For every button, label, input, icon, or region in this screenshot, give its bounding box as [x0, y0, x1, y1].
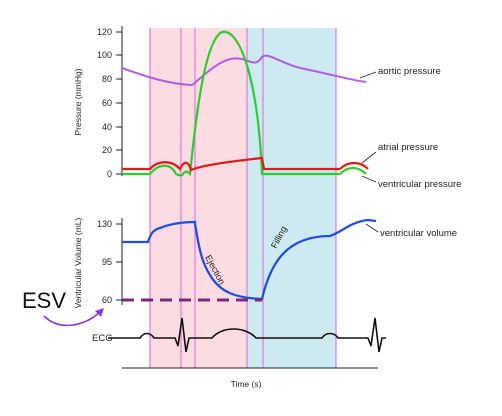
ventricular-pressure-leader: [361, 175, 377, 183]
esv-arrowhead-icon: [95, 308, 104, 317]
pressure-axis: 120 100 80 60 40 20 0 Pressure (mmHg): [73, 26, 123, 179]
pressure-tick-120: 120: [97, 27, 112, 37]
volume-tick-95: 95: [102, 257, 112, 267]
atrial-pressure-leader: [361, 151, 377, 164]
aortic-pressure-leader: [359, 71, 377, 79]
aortic-pressure-label: aortic pressure: [378, 66, 441, 77]
pressure-tick-100: 100: [97, 50, 112, 60]
ventricular-pressure-label: ventricular pressure: [378, 179, 461, 190]
filling-band: [247, 28, 336, 368]
volume-axis-title: Ventricular Volume (mL): [73, 217, 83, 308]
ecg-trace: [108, 317, 386, 353]
volume-axis: 130 95 60 Ventricular Volume (mL): [73, 217, 123, 308]
pressure-tick-80: 80: [102, 74, 112, 84]
pressure-tick-0: 0: [107, 169, 112, 179]
atrial-pressure-curve: [122, 156, 369, 172]
pressure-tick-60: 60: [102, 98, 112, 108]
time-axis-title: Time (s): [231, 379, 262, 389]
ventricular-pressure-curve: [122, 30, 367, 177]
volume-tick-130: 130: [97, 219, 112, 229]
pressure-tick-20: 20: [102, 145, 112, 155]
ventricular-volume-label: ventricular volume: [380, 228, 457, 239]
ecg-label: ECG: [92, 333, 113, 344]
systole-band: [150, 28, 247, 368]
esv-label: ESV: [22, 288, 66, 313]
pressure-axis-title: Pressure (mmHg): [73, 68, 83, 135]
ventricular-volume-curve: [122, 218, 377, 301]
esv-arrow: [43, 311, 101, 327]
volume-tick-60: 60: [102, 295, 112, 305]
pressure-tick-40: 40: [102, 122, 112, 132]
atrial-pressure-label: atrial pressure: [378, 142, 438, 153]
ventricular-volume-leader: [365, 223, 379, 233]
aortic-pressure-curve: [121, 54, 367, 87]
